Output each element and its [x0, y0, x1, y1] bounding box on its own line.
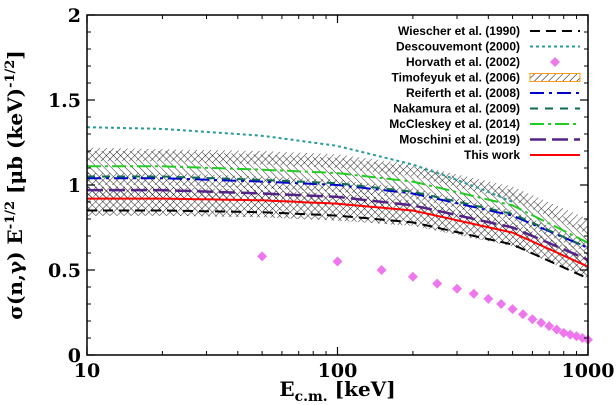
band-this-work-hatch-b: [87, 186, 588, 279]
series-moschini-et-al-2019-line: [87, 188, 589, 261]
series-horvath-et-al-2002-point: [332, 256, 343, 267]
legend-this-work-label: This work: [464, 148, 520, 162]
series-this-work-line: [87, 197, 589, 268]
y-tick-label: 1: [68, 175, 81, 197]
x-tick-label: 10: [74, 360, 100, 382]
x-tick-label: 1000: [562, 360, 615, 382]
series-wiescher-et-al-1990-line: [87, 209, 589, 280]
series-horvath-et-al-2002-point: [496, 299, 507, 309]
y-axis-title: σ(n,γ) E-1/2 [μb (keV)-1/2]: [3, 50, 27, 320]
x-axis-title: Ec.m. [keV]: [279, 377, 395, 405]
y-axis-title-end: ]: [3, 50, 27, 59]
y-axis-title-main: σ(n,γ) E: [3, 229, 27, 320]
legend-nakamura-et-al-2009-label: Nakamura et al. (2009): [393, 102, 520, 116]
y-axis-title-exp1: -1/2: [3, 201, 18, 229]
legend-horvath-et-al-2002-swatch: [550, 57, 560, 67]
legend-timofeyuk-et-al-2006-label: Timofeyuk et al. (2006): [392, 71, 521, 85]
series-nakamura-et-al-2009-line: [87, 175, 589, 249]
series-horvath-et-al-2002-point: [452, 283, 463, 294]
x-axis-title-sub: c.m.: [295, 389, 328, 405]
y-axis-title-mid: [μb (keV): [3, 88, 27, 201]
legend-timofeyuk-et-al-2006-swatch: [529, 73, 581, 82]
y-tick-label: 2: [68, 5, 81, 27]
series-layer: [86, 126, 593, 345]
series-reiferth-et-al-2008-line: [87, 177, 589, 249]
legend-descouvemont-2000-label: Descouvemont (2000): [396, 40, 520, 54]
ticks-layer: 10 100 1000 0 0.5 1 1.5 2: [48, 5, 615, 382]
band-reiferth-et-al-2008: [87, 173, 588, 253]
series-horvath-et-al-2002-point: [468, 288, 479, 299]
series-horvath-et-al-2002-point: [407, 271, 418, 282]
y-tick-label: 0.5: [48, 260, 81, 282]
y-axis-title-exp2: -1/2: [3, 60, 18, 88]
series-horvath-et-al-2002-point: [536, 317, 547, 328]
y-tick-label: 1.5: [48, 90, 81, 112]
series-horvath-et-al-2002-point: [527, 314, 538, 325]
series-horvath-et-al-2002-point: [432, 278, 443, 289]
x-axis-title-main: E: [279, 377, 294, 401]
legend: Wiescher et al. (1990) Descouvemont (2000…: [389, 24, 581, 162]
series-horvath-et-al-2002-point: [257, 251, 268, 262]
y-tick-label: 0: [68, 345, 81, 367]
x-axis-title-rest: [keV]: [328, 377, 396, 401]
series-horvath-et-al-2002-point: [483, 293, 494, 304]
series-horvath-et-al-2002-point: [376, 265, 387, 275]
series-mccleskey-et-al-2014-line: [87, 165, 589, 244]
legend-reiferth-et-al-2008-label: Reiferth et al. (2008): [406, 86, 520, 100]
x-tick-label: 100: [318, 360, 358, 382]
series-horvath-et-al-2002-point: [507, 304, 518, 315]
series-horvath-et-al-2002-point: [551, 324, 562, 335]
series-horvath-et-al-2002-point: [517, 309, 528, 320]
legend-mccleskey-et-al-2014-label: McCleskey et al. (2014): [389, 117, 520, 131]
legend-wiescher-et-al-1990-label: Wiescher et al. (1990): [398, 24, 520, 38]
legend-moschini-et-al-2019-label: Moschini et al. (2019): [399, 133, 520, 147]
legend-horvath-et-al-2002-label: Horvath et al. (2002): [406, 55, 520, 69]
series-horvath-et-al-2002-point: [544, 321, 555, 332]
